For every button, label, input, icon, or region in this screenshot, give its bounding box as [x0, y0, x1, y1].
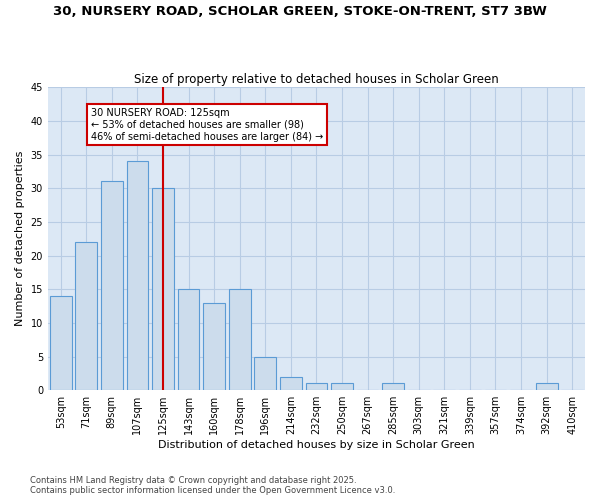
Bar [152, 188, 174, 390]
X-axis label: Distribution of detached houses by size in Scholar Green: Distribution of detached houses by size … [158, 440, 475, 450]
Bar [101, 182, 123, 390]
Bar [178, 289, 199, 390]
Bar [305, 384, 328, 390]
Text: 30 NURSERY ROAD: 125sqm
← 53% of detached houses are smaller (98)
46% of semi-de: 30 NURSERY ROAD: 125sqm ← 53% of detache… [91, 108, 323, 142]
Bar [331, 384, 353, 390]
Bar [254, 356, 276, 390]
Bar [229, 289, 251, 390]
Bar [203, 302, 225, 390]
Bar [280, 376, 302, 390]
Bar [382, 384, 404, 390]
Bar [536, 384, 557, 390]
Y-axis label: Number of detached properties: Number of detached properties [15, 151, 25, 326]
Title: Size of property relative to detached houses in Scholar Green: Size of property relative to detached ho… [134, 73, 499, 86]
Bar [76, 242, 97, 390]
Text: 30, NURSERY ROAD, SCHOLAR GREEN, STOKE-ON-TRENT, ST7 3BW: 30, NURSERY ROAD, SCHOLAR GREEN, STOKE-O… [53, 5, 547, 18]
Bar [127, 161, 148, 390]
Text: Contains HM Land Registry data © Crown copyright and database right 2025.
Contai: Contains HM Land Registry data © Crown c… [30, 476, 395, 495]
Bar [50, 296, 71, 390]
